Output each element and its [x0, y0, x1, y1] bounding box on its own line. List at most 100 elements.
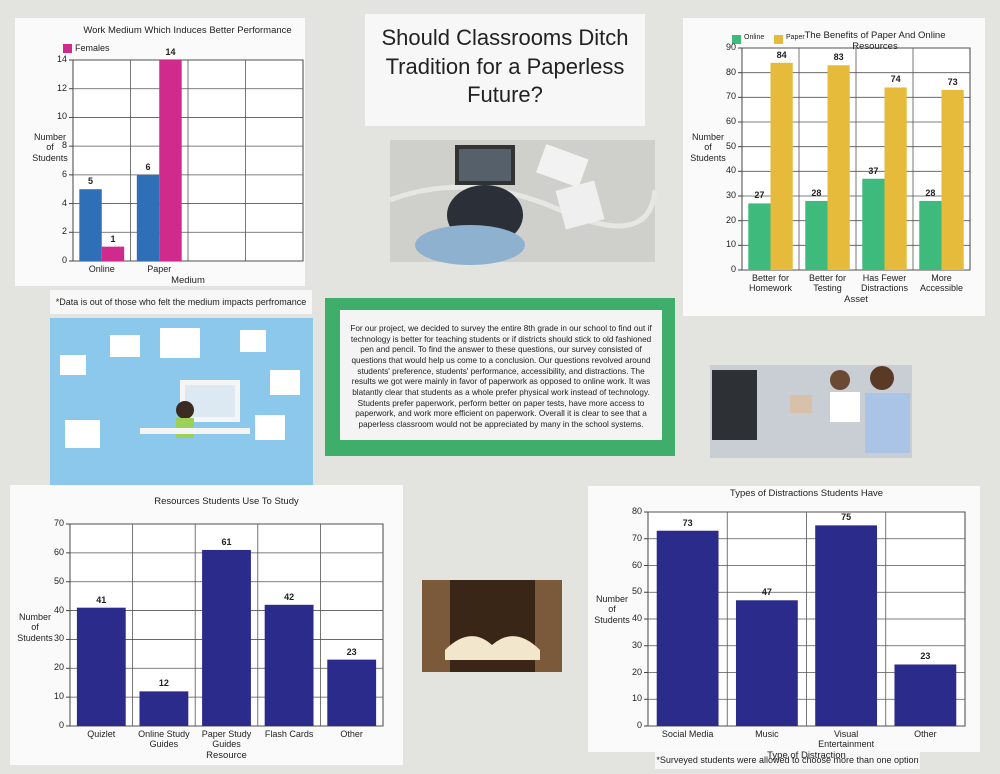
- bar: [327, 659, 377, 726]
- value-label: 84: [776, 49, 787, 60]
- bar: [101, 246, 125, 261]
- bar: [264, 604, 314, 726]
- bar: [827, 65, 850, 271]
- x-axis-label: Resource: [206, 750, 247, 761]
- legend-label: Paper: [786, 34, 805, 41]
- value-label: 1: [110, 233, 116, 244]
- chart-title: Resources Students Use To Study: [154, 496, 299, 507]
- bar: [884, 87, 907, 270]
- chart-title: The Benefits of Paper And Online Resourc…: [804, 30, 946, 52]
- y-axis-label: Number of Students: [594, 594, 630, 625]
- y-tick-label: 50: [53, 575, 64, 586]
- illustration-workspace: [50, 318, 313, 485]
- y-tick-label: 60: [631, 559, 642, 570]
- x-tick-label: Social Media: [661, 729, 714, 739]
- x-tick-label: Visual Entertainment: [818, 729, 875, 750]
- photo-books: [422, 580, 562, 672]
- value-label: 28: [925, 187, 936, 198]
- y-tick-label: 40: [631, 613, 642, 623]
- x-axis-label: Asset: [844, 294, 868, 305]
- x-tick-label: Better for Homework: [748, 273, 792, 294]
- summary-paragraph: For our project, we decided to survey th…: [350, 324, 652, 429]
- y-tick-label: 0: [58, 720, 64, 730]
- y-tick-label: 70: [725, 91, 736, 102]
- y-tick-label: 2: [61, 226, 67, 237]
- y-axis-label: Number of Students: [690, 132, 726, 163]
- x-tick-label: Flash Cards: [264, 729, 314, 739]
- value-label: 41: [96, 594, 107, 605]
- y-tick-label: 14: [56, 54, 67, 64]
- legend-swatch: [774, 35, 783, 44]
- y-tick-label: 6: [61, 168, 67, 179]
- value-label: 12: [158, 678, 169, 689]
- y-tick-label: 0: [61, 255, 67, 265]
- y-tick-label: 0: [636, 720, 642, 730]
- chart-title: Types of Distractions Students Have: [729, 488, 884, 499]
- note-sheet: [655, 751, 920, 769]
- y-tick-label: 10: [631, 693, 642, 704]
- y-tick-label: 10: [56, 111, 67, 122]
- x-tick-label: Other: [340, 729, 363, 739]
- y-tick-label: 80: [725, 66, 736, 77]
- bar: [894, 664, 957, 726]
- y-tick-label: 60: [53, 546, 64, 557]
- y-tick-label: 50: [631, 586, 642, 597]
- value-label: 74: [890, 74, 901, 85]
- x-tick-label: Better for Testing: [808, 273, 846, 294]
- value-label: 73: [947, 76, 958, 87]
- bar: [136, 174, 160, 261]
- photo-laptop: [389, 140, 658, 265]
- value-label: 5: [88, 176, 94, 187]
- value-label: 6: [145, 161, 151, 172]
- x-tick-label: Music: [755, 729, 779, 739]
- bar: [815, 525, 878, 726]
- value-label: 27: [754, 190, 765, 201]
- y-tick-label: 70: [631, 532, 642, 543]
- y-tick-label: 30: [725, 190, 736, 200]
- y-tick-label: 40: [725, 165, 736, 176]
- bar: [202, 549, 251, 726]
- bar: [159, 60, 182, 261]
- value-label: 83: [833, 52, 844, 63]
- value-label: 23: [346, 646, 357, 657]
- x-tick-label: Quizlet: [87, 729, 116, 739]
- y-tick-label: 20: [53, 662, 64, 673]
- value-label: 37: [868, 165, 879, 176]
- value-label: 75: [841, 512, 852, 523]
- bar: [735, 600, 798, 726]
- y-tick-label: 12: [56, 82, 67, 93]
- value-label: 42: [284, 591, 295, 602]
- y-tick-label: 10: [725, 239, 736, 250]
- bar: [805, 200, 828, 270]
- footnote: *Data is out of those who felt the mediu…: [55, 297, 307, 307]
- y-tick-label: 20: [725, 214, 736, 225]
- x-tick-label: Has Fewer Distractions: [860, 273, 908, 294]
- legend-swatch: [732, 35, 741, 44]
- title-sheet: [365, 14, 645, 126]
- y-tick-label: 40: [53, 604, 64, 615]
- x-tick-label: Paper Study Guides: [201, 729, 252, 750]
- photo-office: [710, 365, 912, 458]
- y-axis-label: Number of Students: [17, 612, 53, 643]
- y-tick-label: 30: [631, 639, 642, 650]
- value-label: 73: [682, 517, 693, 528]
- x-axis-label: Medium: [171, 275, 205, 286]
- bar: [919, 200, 942, 270]
- bar: [79, 189, 102, 261]
- note-sheet: [50, 290, 312, 314]
- x-tick-label: Online Study Guides: [138, 729, 190, 750]
- bar: [941, 89, 964, 270]
- bar: [770, 62, 793, 270]
- y-tick-label: 30: [53, 633, 64, 644]
- text-sheet: [340, 310, 662, 440]
- chart-title: Work Medium Which Induces Better Perform…: [83, 25, 292, 36]
- bar: [139, 691, 189, 726]
- y-tick-label: 0: [730, 264, 736, 274]
- value-label: 23: [920, 651, 931, 662]
- y-axis-label: Number of Students: [32, 132, 68, 163]
- value-label: 61: [221, 536, 232, 547]
- x-axis-label: Type of Distraction: [767, 750, 846, 761]
- bar: [862, 178, 885, 270]
- y-tick-label: 20: [631, 666, 642, 677]
